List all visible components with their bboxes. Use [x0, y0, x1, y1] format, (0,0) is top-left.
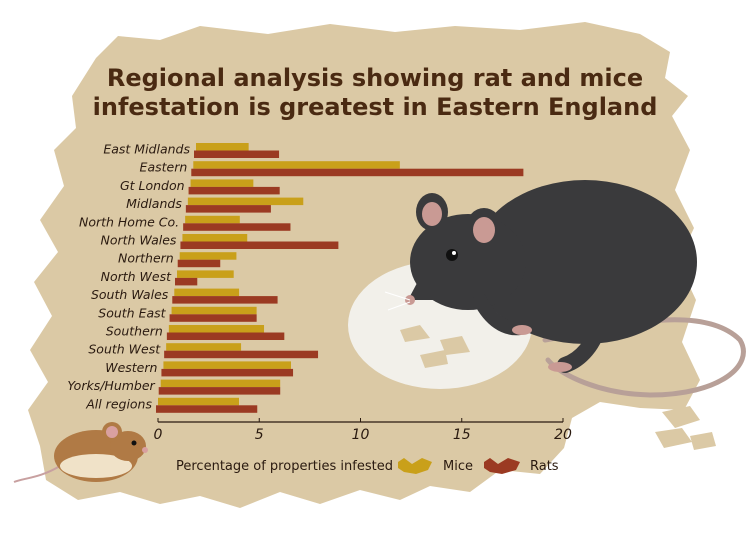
category-label-eastern: Eastern: [140, 160, 188, 175]
legend-caption: Percentage of properties infested: [176, 459, 393, 474]
x-tick-label-15: 15: [453, 427, 471, 443]
chart-title-line-2: infestation is greatest in Eastern Engla…: [93, 93, 658, 121]
bar-rats-eastern: [191, 168, 524, 177]
category-label-north-home-co: North Home Co.: [79, 214, 179, 229]
bar-mice-north-wales: [182, 234, 248, 242]
bar-mice-northern: [179, 252, 237, 260]
bar-rats-yorks-humber: [158, 387, 281, 395]
bar-mice-eastern: [193, 161, 400, 169]
bar-rats-midlands: [185, 205, 271, 213]
category-label-western: Western: [105, 360, 157, 375]
mouse-illustration: [13, 422, 148, 483]
bar-rats-northern: [177, 259, 221, 268]
bar-rats-all-regions: [156, 405, 258, 413]
bar-mice-north-home-co: [185, 215, 240, 224]
bar-rats-western: [161, 368, 294, 377]
legend: Percentage of properties infested Mice R…: [176, 458, 559, 474]
legend-mice-label: Mice: [443, 459, 473, 474]
bar-rats-gt-london: [188, 186, 280, 195]
bar-mice-western: [163, 361, 292, 369]
paper-scraps: [400, 325, 716, 450]
legend-rats-label: Rats: [530, 459, 559, 474]
category-label-all-regions: All regions: [85, 396, 152, 411]
category-label-northern: Northern: [118, 251, 174, 266]
category-label-north-west: North West: [101, 269, 172, 284]
category-label-south-wales: South Wales: [91, 287, 169, 302]
bar-mice-east-midlands: [196, 143, 249, 151]
bar-rats-south-east: [169, 314, 257, 322]
category-label-yorks-humber: Yorks/Humber: [67, 378, 155, 393]
bar-rats-east-midlands: [194, 150, 280, 158]
bar-mice-south-wales: [174, 288, 240, 297]
bar-mice-north-west: [177, 270, 234, 278]
legend-mice-swatch: [398, 458, 432, 474]
chart-title-line-1: Regional analysis showing rat and mice: [107, 64, 643, 92]
bar-mice-all-regions: [158, 397, 239, 406]
category-label-gt-london: Gt London: [120, 178, 185, 193]
category-label-east-midlands: East Midlands: [103, 142, 190, 157]
bar-rats-south-wales: [172, 296, 278, 304]
bar-mice-south-east: [171, 306, 257, 315]
category-label-south-east: South East: [98, 305, 166, 320]
bar-rats-southern: [166, 332, 285, 340]
bar-mice-midlands: [187, 197, 304, 206]
legend-rats-swatch: [484, 458, 520, 474]
bar-mice-southern: [168, 325, 265, 333]
rat-illustration: [348, 180, 746, 398]
bar-mice-gt-london: [190, 179, 254, 187]
x-tick-label-10: 10: [352, 427, 370, 443]
x-tick-label-5: 5: [255, 427, 264, 443]
bar-rats-north-wales: [180, 241, 339, 249]
category-label-north-wales: North Wales: [100, 233, 176, 248]
bar-chart: East Midlands Eastern Gt London Midlands Nor…: [67, 142, 572, 444]
bar-rats-north-west: [175, 277, 198, 286]
category-label-southern: Southern: [106, 324, 163, 339]
x-tick-label-0: 0: [154, 427, 163, 443]
bar-mice-yorks-humber: [160, 379, 281, 388]
x-tick-label-20: 20: [554, 427, 572, 443]
bar-rats-north-home-co: [183, 223, 291, 231]
bar-rats-south-west: [164, 350, 319, 359]
bar-mice-south-west: [166, 343, 242, 351]
category-label-south-west: South West: [88, 342, 161, 357]
category-label-midlands: Midlands: [126, 196, 182, 211]
